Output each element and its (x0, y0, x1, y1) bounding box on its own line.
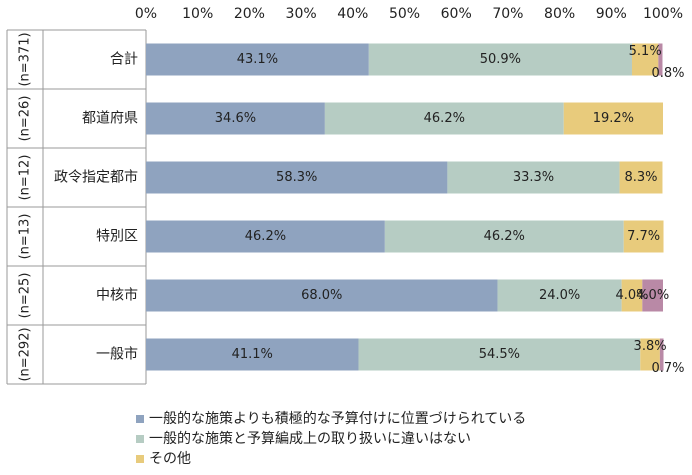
data-label: 7.7% (627, 229, 660, 244)
x-tick-label: 100% (643, 6, 683, 22)
group-size-label: (n=25) (18, 273, 33, 319)
data-label: 8.3% (625, 170, 658, 185)
data-label: 43.1% (237, 52, 278, 67)
bar-segment (146, 338, 359, 371)
data-label: 46.2% (424, 111, 465, 126)
bar-segment (642, 279, 663, 312)
group-size-label: (n=13) (18, 214, 33, 260)
x-tick-label: 50% (389, 6, 420, 22)
category-label: 都道府県 (82, 111, 138, 127)
category-panel: (n=371) 合計 (n=26) 都道府県 (n=12) 政令指定都市 (n=13) 特別区… (6, 29, 147, 385)
bar-segment (324, 102, 564, 135)
bar-segment (447, 161, 620, 194)
data-label: 19.2% (593, 111, 634, 126)
bar-segment (358, 338, 641, 371)
data-label: 0.7% (651, 361, 684, 376)
legend-swatch (136, 455, 144, 463)
data-label: 24.0% (539, 288, 580, 303)
data-label: 5.1% (629, 44, 662, 59)
data-label: 4.0% (636, 288, 669, 303)
x-tick-label: 70% (492, 6, 523, 22)
bar-segment (146, 102, 325, 135)
group-size-label: (n=371) (18, 32, 33, 86)
bar-segment (659, 338, 664, 371)
x-tick-label: 10% (182, 6, 213, 22)
bar-segment (621, 279, 643, 312)
data-label: 58.3% (276, 170, 317, 185)
group-size-label: (n=26) (18, 96, 33, 142)
data-label: 0.8% (651, 66, 684, 81)
x-tick-label: 60% (441, 6, 472, 22)
bar-segment (146, 220, 385, 253)
data-label: 34.6% (215, 111, 256, 126)
x-axis-ticks: 0% 10% 20% 30% 40% 50% 60% 70% 80% 90% 100% (135, 6, 683, 22)
data-label: 4.0% (615, 288, 648, 303)
bar-segment (658, 43, 663, 76)
x-tick-label: 0% (135, 6, 157, 22)
bar-segment (497, 279, 622, 312)
legend-label: 一般的な施策よりも積極的な予算付けに位置づけられている (149, 410, 526, 427)
bar-segment (384, 220, 624, 253)
data-label: 46.2% (245, 229, 286, 244)
bar-segment (640, 338, 660, 371)
bar-segment (619, 161, 663, 194)
data-label: 50.9% (480, 52, 521, 67)
category-label: 中核市 (96, 287, 138, 304)
category-label: 合計 (110, 52, 138, 68)
x-tick-label: 30% (286, 6, 317, 22)
data-label: 68.0% (301, 288, 342, 303)
x-tick-label: 40% (337, 6, 368, 22)
bar-segment (623, 220, 664, 253)
category-label: 一般市 (96, 346, 138, 363)
data-label: 33.3% (513, 170, 554, 185)
legend-label: 一般的な施策と予算編成上の取り扱いに違いはない (149, 430, 471, 447)
legend-label: その他 (149, 451, 191, 467)
bars: 43.1% 50.9% 5.1% 0.8% 34.6% 46.2% 19.2% 58.3% 33… (146, 43, 685, 376)
bar-segment (146, 279, 498, 312)
x-tick-label: 80% (544, 6, 575, 22)
group-size-label: (n=12) (18, 155, 33, 201)
data-label: 3.8% (634, 339, 667, 354)
bar-segment (631, 43, 659, 76)
bar-segment (146, 43, 369, 76)
data-label: 46.2% (484, 229, 525, 244)
category-label: 政令指定都市 (54, 169, 138, 186)
category-label: 特別区 (96, 229, 138, 245)
data-label: 41.1% (232, 347, 273, 362)
bar-segment (146, 161, 448, 194)
group-size-label: (n=292) (18, 327, 33, 381)
data-label: 54.5% (479, 347, 520, 362)
bar-segment (368, 43, 632, 76)
x-tick-label: 20% (234, 6, 265, 22)
bar-segment (563, 102, 663, 135)
x-tick-label: 90% (596, 6, 627, 22)
legend-swatch (136, 435, 144, 443)
legend-swatch (136, 415, 144, 423)
legend: 一般的な施策よりも積極的な予算付けに位置づけられている一般的な施策と予算編成上の… (136, 410, 526, 467)
